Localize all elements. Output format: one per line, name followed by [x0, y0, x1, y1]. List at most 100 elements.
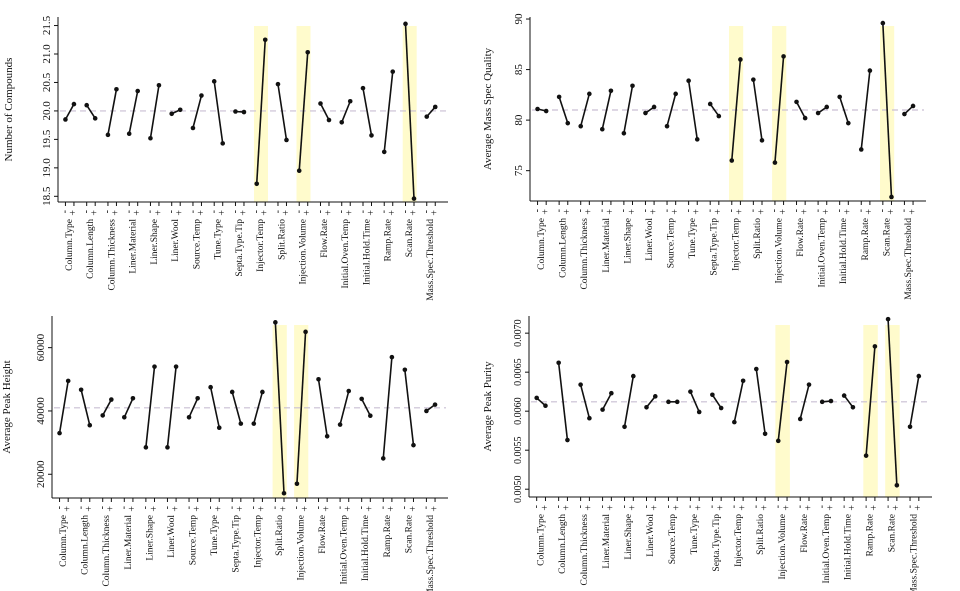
high-level-point: [652, 394, 658, 399]
factor-flow-rate: -+ Flow.Rate: [791, 99, 810, 257]
level-label-plus: +: [670, 209, 681, 215]
factor-label: Mass.Spec.Threshold: [426, 219, 436, 301]
high-level-point: [784, 359, 790, 365]
level-label-plus: +: [913, 505, 924, 511]
level-label-plus: +: [62, 506, 73, 512]
high-level-point: [199, 93, 204, 98]
level-label-minus: -: [531, 505, 542, 508]
factor-liner-material: -+ Liner.Material: [597, 390, 617, 569]
level-label-plus: +: [175, 210, 186, 216]
low-level-point: [600, 407, 605, 412]
level-label-minus: -: [704, 209, 715, 212]
factor-column-thickness: -+ Column.Thickness: [575, 382, 595, 586]
factor-label: Column.Thickness: [102, 515, 112, 587]
factor-mass-spec-threshold: -+ Mass.Spec.Threshold: [421, 402, 440, 591]
level-label-minus: -: [119, 506, 130, 509]
factor-label: Initial.Hold.Time: [361, 515, 371, 581]
factor-source-temp: -+ Source.Temp: [183, 395, 203, 565]
low-level-point: [251, 421, 257, 426]
factor-label: Septa.Type.Tip: [232, 515, 242, 573]
factor-tune-type: -+ Tune.Type: [683, 78, 703, 258]
factor-injector-temp: -+ Injector.Temp: [726, 57, 746, 271]
high-level-point: [587, 91, 592, 97]
y-tick-label: 40000: [35, 397, 47, 425]
effect-segment: [123, 397, 134, 418]
high-level-point: [92, 116, 98, 121]
effect-segment: [887, 319, 898, 486]
factor-injection-volume: -+ Injection.Volume: [291, 329, 311, 581]
effect-segment: [755, 368, 766, 434]
y-tick-label: 60000: [35, 333, 47, 361]
factor-split-ratio: -+ Split.Ratio: [270, 320, 289, 556]
factor-label: Source.Temp: [192, 219, 202, 270]
high-level-point: [195, 395, 200, 401]
level-label-minus: -: [60, 210, 71, 213]
high-level-point: [781, 54, 786, 59]
high-level-point: [241, 109, 247, 115]
level-label-minus: -: [399, 506, 410, 509]
effect-segment: [145, 366, 156, 448]
level-label-plus: +: [628, 505, 639, 511]
low-level-point: [815, 110, 821, 116]
level-label-plus: +: [886, 209, 897, 215]
high-level-point: [411, 196, 417, 201]
high-level-point: [216, 425, 222, 431]
level-label-minus: -: [379, 210, 390, 213]
level-label-minus: -: [899, 209, 910, 212]
high-level-point: [303, 329, 308, 335]
factor-label: Liner.Shape: [150, 219, 160, 265]
high-level-point: [609, 390, 614, 396]
effect-segment: [339, 390, 350, 425]
low-level-point: [339, 120, 345, 125]
low-level-point: [666, 399, 671, 405]
low-level-point: [794, 99, 799, 105]
factor-mass-spec-threshold: -+ Mass.Spec.Threshold: [899, 103, 918, 300]
factor-label: Initial.Oven.Temp: [341, 219, 351, 289]
level-label-plus: +: [907, 209, 918, 215]
effect-segment: [579, 93, 591, 127]
factor-label: Injector.Temp: [734, 514, 744, 567]
high-level-point: [759, 138, 765, 143]
factor-label: Flow.Rate: [320, 219, 330, 258]
level-label-minus: -: [166, 210, 177, 213]
high-level-point: [114, 86, 119, 92]
factor-liner-shape: -+ Liner.Shape: [140, 364, 160, 561]
level-label-minus: -: [145, 210, 156, 213]
high-level-point: [867, 68, 873, 73]
level-label-plus: +: [217, 210, 228, 216]
main-effects-panel-1: 18.5 19.0 19.5 20.0 20.5 21.0 21.5 Number of Co…: [3, 15, 448, 301]
factor-source-temp: -+ Source.Temp: [663, 399, 683, 564]
low-level-point: [169, 111, 175, 117]
level-label-plus: +: [366, 210, 377, 216]
factor-source-temp: -+ Source.Temp: [661, 91, 681, 268]
level-label-plus: +: [343, 506, 354, 512]
factor-label: Column.Length: [558, 514, 568, 574]
high-level-point: [281, 490, 287, 496]
level-label-plus: +: [111, 210, 122, 216]
high-level-point: [673, 91, 678, 97]
factor-ramp-rate: -+ Ramp.Rate: [856, 68, 875, 260]
high-level-point: [674, 399, 680, 405]
level-label-minus: -: [334, 506, 345, 509]
factor-label: Column.Thickness: [580, 514, 590, 586]
y-tick-label: 19.0: [41, 158, 53, 178]
factor-label: Flow.Rate: [800, 514, 810, 553]
level-label-plus: +: [386, 506, 397, 512]
high-level-point: [347, 98, 353, 104]
level-label-minus: -: [795, 505, 806, 508]
low-level-point: [121, 414, 127, 420]
level-label-plus: +: [584, 505, 595, 511]
level-label-plus: +: [715, 505, 726, 511]
factor-mass-spec-threshold: -+ Mass.Spec.Threshold: [904, 373, 924, 591]
level-label-minus: -: [748, 209, 759, 212]
high-level-point: [738, 57, 743, 62]
low-level-point: [880, 20, 886, 26]
factor-label: Column.Type: [537, 218, 547, 270]
high-level-point: [284, 137, 289, 143]
level-label-minus: -: [812, 209, 823, 212]
effect-segment: [319, 103, 330, 121]
y-tick-label: 90: [513, 13, 525, 25]
high-level-point: [389, 354, 395, 360]
effect-segment: [558, 96, 569, 124]
low-level-point: [186, 414, 192, 420]
